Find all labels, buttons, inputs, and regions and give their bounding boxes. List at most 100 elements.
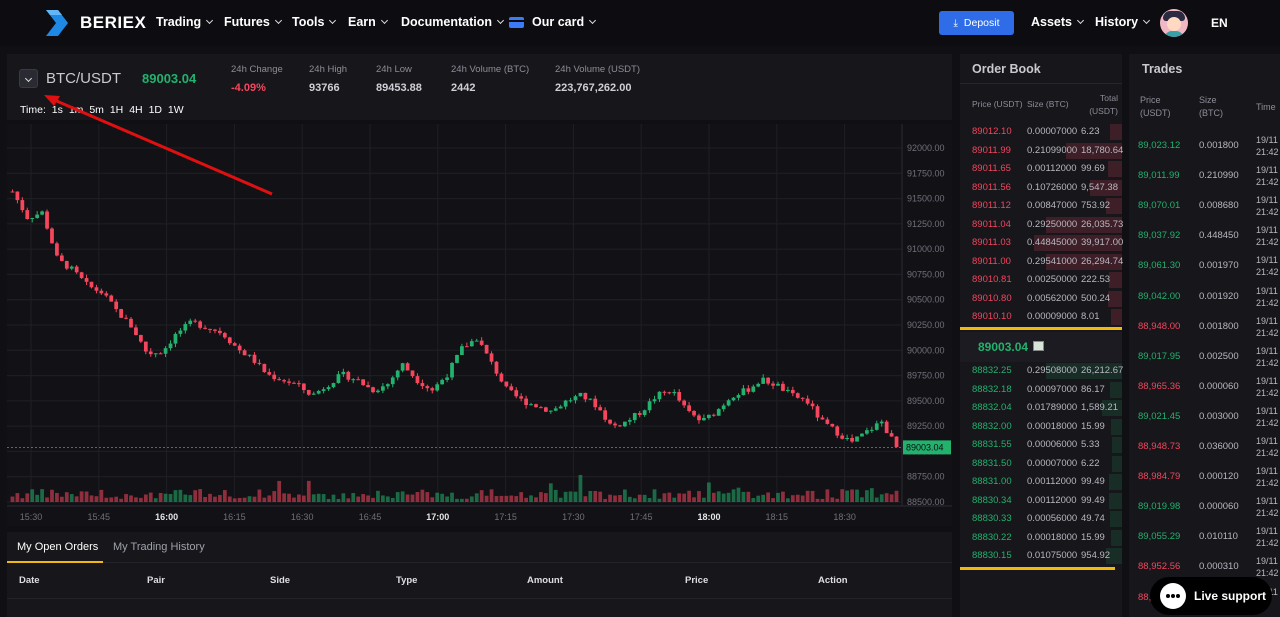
y-tick-label: 90000.00 (907, 345, 945, 355)
interval-1h[interactable]: 1H (109, 104, 124, 116)
y-tick-label: 92000.00 (907, 143, 945, 153)
candlestick-chart-panel[interactable]: 92000.00 91750.00 91500.00 91250.00 91000.00… (7, 124, 952, 526)
bid-row[interactable]: 88832.04 0.01789000 1,589.21 (960, 399, 1122, 417)
row-total: 26,035.73 (1081, 218, 1124, 230)
nav-futures[interactable]: Futures (224, 15, 282, 29)
brand-name: BERIEX (80, 13, 147, 32)
last-price-tag-label: 89003.04 (906, 442, 944, 452)
ask-row[interactable]: 89010.10 0.00009000 8.01 (960, 308, 1122, 326)
order-book-panel: Order Book Price (USDT) Size (BTC) Total… (960, 54, 1124, 617)
volume-bar (208, 493, 212, 502)
candle-body (825, 419, 830, 424)
bid-row[interactable]: 88830.15 0.01075000 954.92 (960, 547, 1122, 565)
candle-body (548, 410, 553, 412)
bid-row[interactable]: 88830.33 0.00056000 49.74 (960, 510, 1122, 528)
candlestick-chart[interactable]: 92000.00 91750.00 91500.00 91250.00 91000.00… (7, 124, 952, 526)
ask-row[interactable]: 89011.03 0.44845000 39,917.00 (960, 234, 1123, 252)
interval-1s[interactable]: 1s (51, 104, 63, 116)
candle-body (198, 321, 203, 328)
nav-tools[interactable]: Tools (292, 15, 337, 29)
interval-5m[interactable]: 5m (89, 104, 104, 116)
candle-body (860, 433, 864, 437)
row-total: 26,212.67 (1081, 365, 1124, 376)
interval-1d[interactable]: 1D (148, 104, 162, 116)
tr-header-size: Size (BTC) (1199, 95, 1223, 118)
interval-1w[interactable]: 1W (167, 104, 184, 116)
volume-bar (371, 497, 375, 502)
row-size: 0.00007000 (1027, 126, 1078, 137)
candle-body (292, 382, 296, 384)
ask-row[interactable]: 89011.99 0.21099000 18,780.64 (960, 142, 1124, 160)
ask-row[interactable]: 89012.10 0.00007000 6.23 (960, 123, 1122, 141)
row-size: 0.01075000 (1027, 550, 1078, 561)
volume-bar (445, 496, 449, 502)
candle-body (262, 363, 267, 373)
candle-body (410, 370, 415, 377)
row-total: 6.22 (1081, 457, 1100, 469)
nav-documentation[interactable]: Documentation (401, 15, 505, 29)
trade-row: 88,948.73 0.036000 19/11 21:42 (1129, 435, 1280, 465)
bid-row[interactable]: 88830.22 0.00018000 15.99 (960, 529, 1122, 547)
trade-size: 0.003000 (1199, 410, 1239, 422)
volume-bar (292, 497, 296, 502)
price-flag-icon (1033, 341, 1044, 351)
bid-row[interactable]: 88831.50 0.00007000 6.22 (960, 455, 1122, 473)
avatar-hair (1163, 11, 1185, 21)
bid-row[interactable]: 88831.55 0.00006000 5.33 (960, 436, 1122, 454)
tab-open-orders[interactable]: My Open Orders (17, 541, 99, 553)
language-selector[interactable]: EN (1211, 16, 1228, 30)
user-avatar[interactable] (1160, 9, 1188, 37)
ask-row[interactable]: 89010.81 0.00250000 222.53 (960, 271, 1122, 289)
volume-bar (509, 495, 514, 502)
chevron-down-icon (1076, 16, 1085, 25)
tab-trading-history[interactable]: My Trading History (113, 541, 205, 553)
chat-bubble-icon (1160, 583, 1186, 609)
volume-bar (692, 497, 696, 502)
row-price: 88832.18 (972, 383, 1012, 395)
bid-row[interactable]: 88832.25 0.29508000 26,212.67 (960, 362, 1124, 380)
nav-earn[interactable]: Earn (348, 15, 388, 29)
row-total: 18,780.64 (1081, 144, 1124, 156)
interval-1m[interactable]: 1m (68, 104, 84, 116)
row-total: 15.99 (1081, 420, 1105, 432)
ask-row[interactable]: 89011.04 0.29250000 26,035.73 (960, 216, 1124, 234)
nav-assets[interactable]: Assets (1031, 15, 1085, 29)
ask-row[interactable]: 89011.65 0.00112000 99.69 (960, 160, 1122, 178)
volume-bar (15, 493, 20, 502)
candle-body (306, 390, 311, 395)
row-price: 88831.55 (972, 439, 1012, 450)
trade-size: 0.001800 (1199, 320, 1239, 332)
candle-body (99, 290, 104, 294)
pair-selector-toggle[interactable] (19, 69, 38, 88)
ask-row[interactable]: 89010.80 0.00562000 500.24 (960, 290, 1122, 308)
live-support-button[interactable]: Live support (1150, 577, 1272, 615)
trade-price: 89,037.92 (1138, 230, 1181, 242)
trade-time: 19/11 21:42 (1256, 315, 1279, 338)
chevron-down-icon (1143, 16, 1151, 25)
orders-divider (7, 598, 952, 599)
y-tick-label: 89250.00 (907, 421, 945, 431)
ask-row[interactable]: 89011.56 0.10726000 9,547.38 (960, 179, 1122, 197)
ask-row[interactable]: 89011.12 0.00847000 753.92 (960, 197, 1122, 215)
bid-row[interactable]: 88830.34 0.00112000 99.49 (960, 492, 1122, 510)
candle-body (855, 436, 859, 442)
nav-our-card[interactable]: Our card (509, 15, 597, 29)
nav-history[interactable]: History (1095, 15, 1151, 29)
trade-time: 19/11 21:42 (1256, 195, 1279, 218)
interval-4h[interactable]: 4H (129, 104, 143, 116)
ask-row[interactable]: 89011.00 0.29541000 26,294.74 (960, 253, 1123, 271)
candle-body (662, 391, 667, 393)
volume-bar (776, 492, 780, 502)
bid-row[interactable]: 88832.00 0.00018000 15.99 (960, 418, 1122, 436)
bid-row[interactable]: 88831.00 0.00112000 99.49 (960, 473, 1122, 491)
row-size: 0.00847000 (1027, 200, 1078, 211)
deposit-button[interactable]: ⤓ Deposit (939, 11, 1014, 35)
trade-price: 89,019.98 (1138, 501, 1181, 513)
brand-logo[interactable]: BERIEX (44, 8, 146, 38)
candle-body (568, 400, 573, 402)
volume-bar (84, 491, 89, 502)
bid-row[interactable]: 88832.18 0.00097000 86.17 (960, 381, 1122, 399)
nav-trading[interactable]: Trading (156, 15, 214, 29)
stat-label: 24h Low (376, 64, 412, 75)
row-total: 99.49 (1081, 494, 1105, 506)
